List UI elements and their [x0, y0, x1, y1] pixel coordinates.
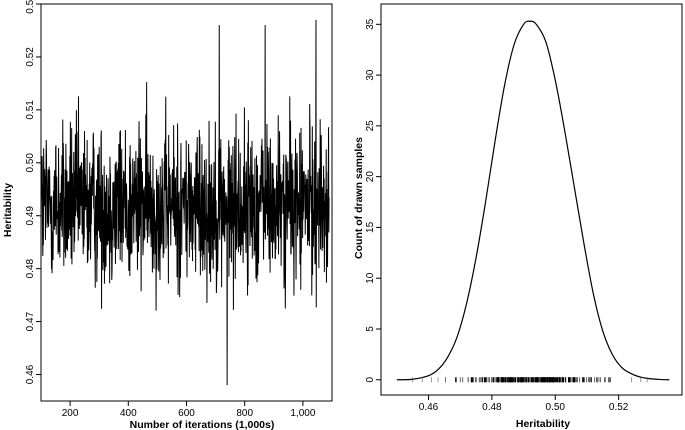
- trace-y-tick-label: 0.52: [25, 47, 36, 67]
- density-plot: 0.46 0.48 0.50 0.52 0 5 10 15 20 25 30 35 Heritabi…: [353, 3, 683, 430]
- trace-x-tick-label: 1,000: [290, 408, 315, 419]
- density-series-line: [396, 20, 670, 381]
- trace-x-tick-label: 800: [236, 408, 253, 419]
- rug-marks: [412, 377, 648, 383]
- trace-y-tick-label: 0.47: [25, 311, 36, 331]
- density-y-tick-label: 5: [365, 326, 376, 332]
- trace-x-tick-label: 400: [120, 408, 137, 419]
- density-y-tick-label: 35: [365, 18, 376, 30]
- density-y-axis-title: Count of drawn samples: [353, 137, 365, 259]
- trace-y-tick-label: 0.46: [25, 364, 36, 384]
- trace-plot: 200 400 600 800 1,000 0.46 0.47 0.48 0.49 0.50 0.…: [2, 0, 333, 430]
- trace-y-tick-label: 0.48: [25, 258, 36, 278]
- density-x-tick-label: 0.48: [482, 402, 502, 413]
- density-plot-frame: [380, 3, 683, 396]
- density-x-tick-label: 0.50: [546, 402, 566, 413]
- trace-x-tick-label: 200: [62, 408, 79, 419]
- density-x-tick-label: 0.52: [609, 402, 629, 413]
- trace-series-line: [40, 19, 330, 386]
- trace-y-tick-label: 0.49: [25, 206, 36, 226]
- trace-y-tick-label: 0.53: [25, 0, 36, 14]
- trace-x-axis-title: Number of iterations (1,000s): [130, 419, 275, 430]
- trace-x-tick-label: 600: [178, 408, 195, 419]
- density-y-tick-label: 10: [365, 272, 376, 284]
- density-x-axis-title: Heritability: [516, 418, 570, 430]
- density-x-tick-label: 0.46: [419, 402, 439, 413]
- density-y-tick-label: 25: [365, 120, 376, 132]
- density-y-tick-label: 15: [365, 221, 376, 233]
- density-y-tick-label: 0: [365, 377, 376, 383]
- trace-y-tick-label: 0.51: [25, 100, 36, 120]
- density-y-tick-label: 30: [365, 69, 376, 81]
- trace-y-axis-title: Heritability: [2, 183, 14, 237]
- density-y-tick-label: 20: [365, 171, 376, 183]
- trace-y-tick-label: 0.50: [25, 153, 36, 173]
